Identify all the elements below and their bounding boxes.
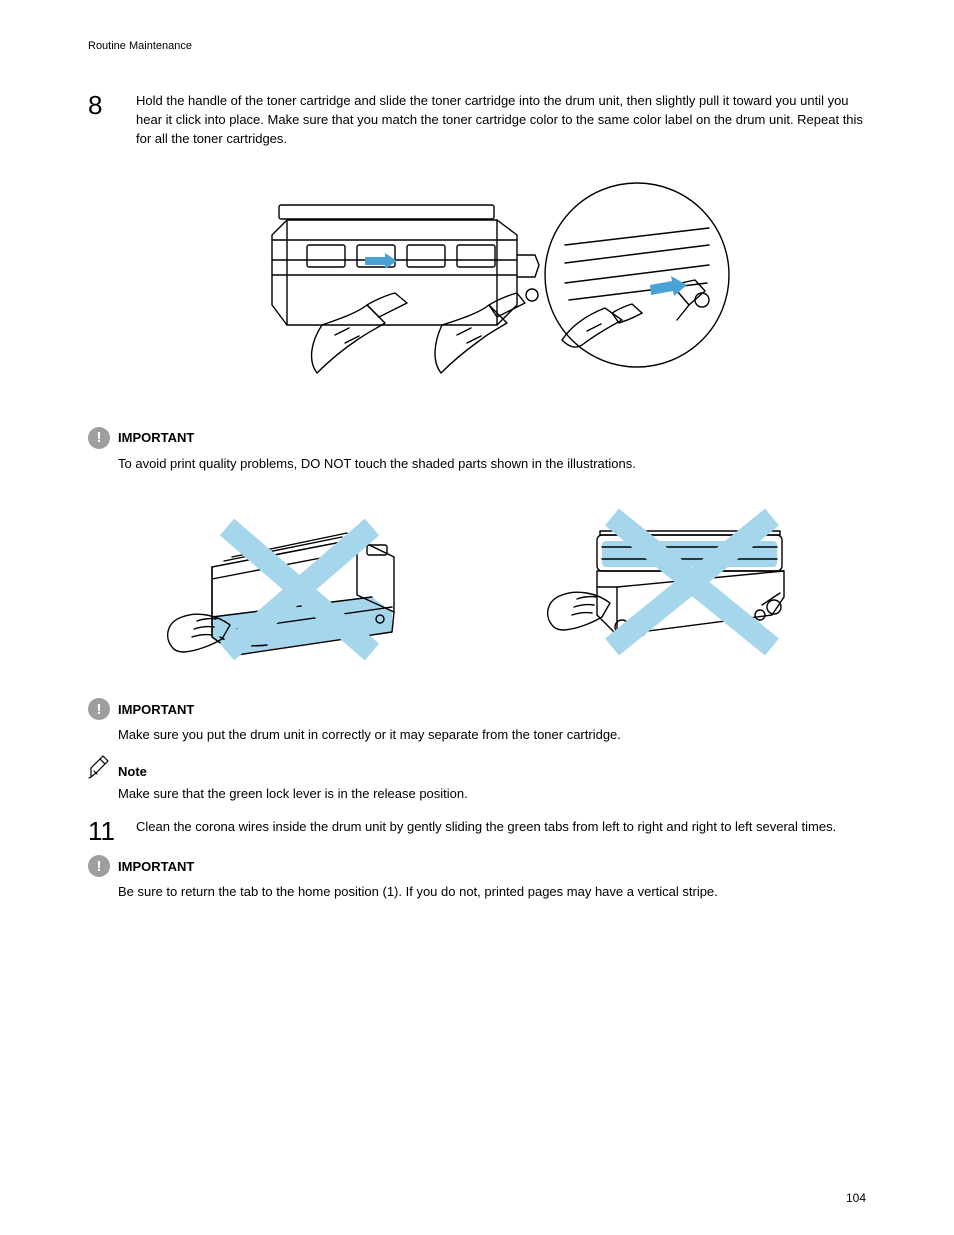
important-block-2: ! IMPORTANT Make sure you put the drum u…	[88, 698, 866, 745]
pencil-note-icon	[88, 755, 110, 779]
note-label: Note	[118, 764, 147, 779]
page-number: 104	[846, 1191, 866, 1205]
important-label: IMPORTANT	[118, 702, 194, 717]
step-number: 8	[88, 92, 118, 149]
step-11: 11 Clean the corona wires inside the dru…	[88, 818, 866, 845]
cartridge-insert-svg	[217, 165, 737, 405]
step-8: 8 Hold the handle of the toner cartridge…	[88, 92, 866, 149]
important-text: Make sure you put the drum unit in corre…	[118, 726, 866, 745]
step-text: Hold the handle of the toner cartridge a…	[136, 92, 866, 149]
note-head: Note	[88, 755, 866, 779]
step-text: Clean the corona wires inside the drum u…	[136, 818, 866, 845]
step-number: 11	[88, 818, 118, 845]
page: Routine Maintenance 8 Hold the handle of…	[0, 0, 954, 1235]
important-head: ! IMPORTANT	[88, 427, 866, 449]
note-text: Make sure that the green lock lever is i…	[118, 785, 866, 804]
note-block: Note Make sure that the green lock lever…	[88, 755, 866, 804]
drum-no-touch-svg	[522, 487, 812, 672]
figure-insert-cartridge	[88, 165, 866, 405]
toner-no-touch-svg	[142, 487, 432, 672]
important-text: Be sure to return the tab to the home po…	[118, 883, 866, 902]
important-head: ! IMPORTANT	[88, 698, 866, 720]
important-head: ! IMPORTANT	[88, 855, 866, 877]
exclamation-icon: !	[88, 427, 110, 449]
exclamation-icon: !	[88, 698, 110, 720]
important-block-3: ! IMPORTANT Be sure to return the tab to…	[88, 855, 866, 902]
important-label: IMPORTANT	[118, 430, 194, 445]
important-text: To avoid print quality problems, DO NOT …	[118, 455, 866, 474]
important-block-1: ! IMPORTANT To avoid print quality probl…	[88, 427, 866, 474]
section-header: Routine Maintenance	[88, 40, 866, 52]
two-figures-do-not-touch	[88, 487, 866, 672]
exclamation-icon: !	[88, 855, 110, 877]
important-label: IMPORTANT	[118, 859, 194, 874]
